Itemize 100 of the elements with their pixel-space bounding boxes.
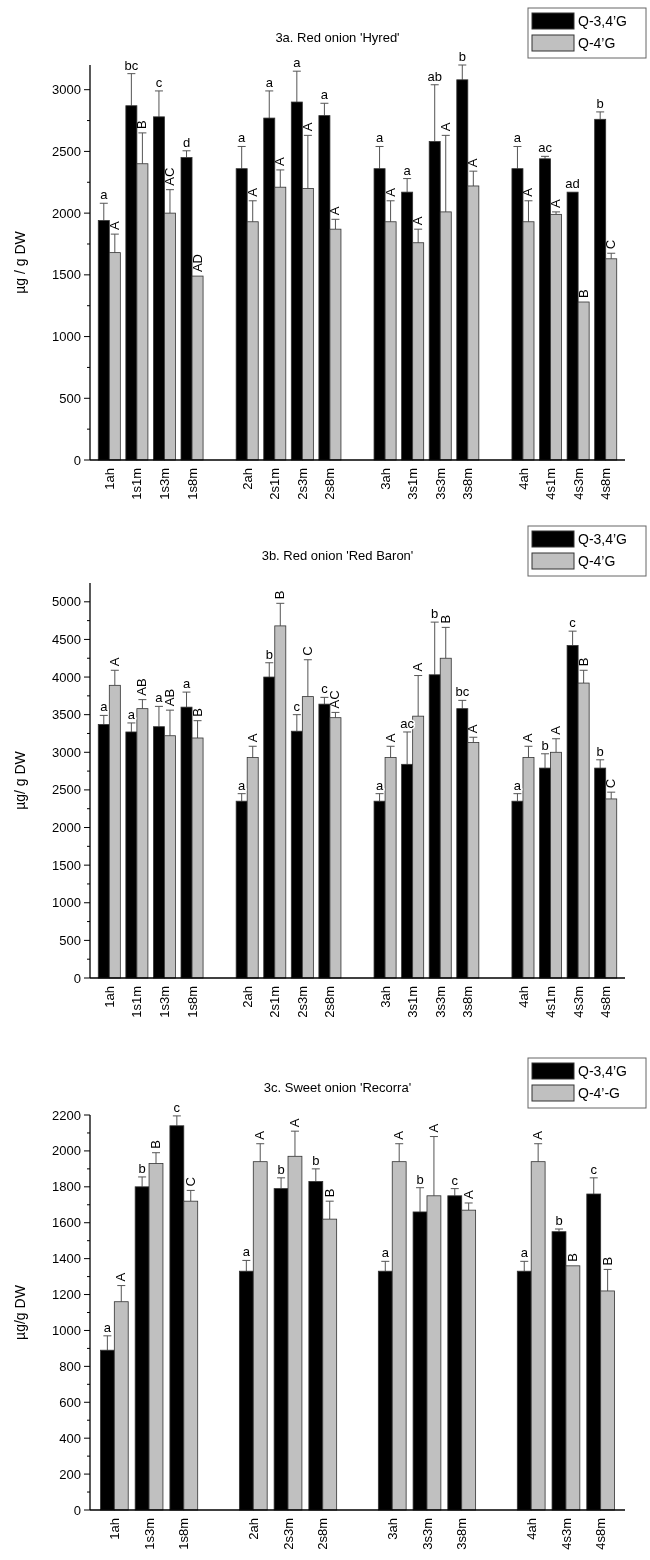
y-tick-label: 3500 — [52, 707, 81, 723]
x-tick-label: 4ah — [515, 468, 531, 490]
annotation: B — [134, 120, 150, 129]
y-tick-label: 500 — [59, 932, 81, 948]
annotation: AD — [189, 254, 205, 273]
annotation: a — [100, 699, 109, 715]
annotation: A — [548, 198, 564, 208]
y-tick-label: 1000 — [52, 895, 81, 911]
x-tick-label: 1ah — [101, 468, 117, 490]
y-tick-label: 3000 — [52, 82, 81, 98]
annotation: b — [555, 1213, 563, 1229]
x-tick-label: 1s8m — [184, 468, 200, 500]
x-tick-label: 3s8m — [460, 468, 476, 500]
annotation: B — [575, 657, 591, 667]
annotation: A — [106, 221, 122, 231]
x-tick-label: 3ah — [377, 986, 393, 1008]
y-tick-label: 2500 — [52, 782, 81, 798]
x-tick-label: 3s1m — [405, 468, 421, 500]
annotation: B — [599, 1256, 615, 1266]
annotation: b — [277, 1161, 285, 1177]
annotation: A — [465, 724, 481, 734]
y-tick-label: 1500 — [52, 267, 81, 283]
annotation: C — [299, 646, 315, 656]
annotation: c — [590, 1161, 598, 1177]
y-tick-label: 600 — [59, 1394, 81, 1410]
x-tick-label: 2s8m — [322, 468, 338, 500]
annotation: A — [244, 733, 260, 743]
annotation: c — [569, 615, 577, 631]
x-tick-label: 4s8m — [598, 468, 614, 500]
annotation: B — [272, 590, 288, 600]
x-tick-label: 4s1m — [543, 468, 559, 500]
annotation: a — [242, 1244, 251, 1260]
annotation: A — [410, 216, 426, 226]
annotation: B — [564, 1253, 580, 1262]
annotation: a — [100, 187, 109, 203]
annotation: c — [155, 74, 163, 90]
annotation: C — [603, 778, 619, 789]
annotation: a — [403, 162, 412, 178]
x-tick-label: 2s3m — [294, 986, 310, 1018]
annotation: A — [520, 733, 536, 743]
y-tick-label: 1400 — [52, 1251, 81, 1267]
annotation: AB — [134, 678, 150, 696]
annotation: A — [548, 725, 564, 735]
x-tick-label: 1s1m — [129, 468, 145, 500]
y-tick-label: 0 — [73, 1502, 81, 1518]
annotation: A — [327, 206, 343, 216]
y-tick-label: 2000 — [52, 820, 81, 836]
y-tick-label: 3000 — [52, 744, 81, 760]
annotation: A — [391, 1130, 407, 1140]
annotation: a — [155, 690, 164, 706]
y-tick-label: 0 — [73, 452, 81, 468]
y-tick-label: 1000 — [52, 329, 81, 345]
y-tick-label: 200 — [59, 1466, 81, 1482]
y-tick-label: 0 — [73, 970, 81, 986]
y-tick-label: 1500 — [52, 857, 81, 873]
y-tick-label: 4500 — [52, 631, 81, 647]
chart-title: 3c. Sweet onion 'Recorra' — [263, 1080, 412, 1095]
y-tick-label: 2000 — [52, 1143, 81, 1159]
x-tick-label: 3s3m — [432, 468, 448, 500]
y-tick-label: 2000 — [52, 205, 81, 221]
x-tick-label: 4s1m — [543, 986, 559, 1018]
annotation: c — [451, 1172, 459, 1188]
annotation: AC — [161, 167, 177, 186]
x-tick-label: 2s1m — [267, 986, 283, 1018]
legend-label: Q-4’G — [578, 552, 616, 569]
legend-label: Q-3,4’G — [578, 12, 628, 29]
x-tick-label: 4s3m — [570, 986, 586, 1018]
x-tick-label: 2ah — [239, 986, 255, 1008]
annotation: A — [437, 122, 453, 132]
annotation: A — [530, 1130, 546, 1140]
annotation: a — [513, 777, 522, 793]
annotation: ad — [565, 176, 580, 192]
x-tick-label: 1s3m — [141, 1518, 157, 1550]
y-tick-label: 4000 — [52, 669, 81, 685]
x-tick-label: 2s1m — [267, 468, 283, 500]
annotation: b — [138, 1160, 146, 1176]
annotation: B — [189, 708, 205, 717]
y-tick-label: 800 — [59, 1358, 81, 1374]
annotation: B — [148, 1140, 164, 1149]
legend-label: Q-4’-G — [578, 1084, 620, 1101]
annotation: A — [460, 1189, 476, 1199]
annotation: C — [182, 1177, 198, 1187]
legend-label: Q-3,4’G — [578, 1062, 628, 1079]
annotation: AC — [327, 690, 343, 709]
annotation: A — [106, 657, 122, 667]
x-tick-label: 4s8m — [593, 1518, 609, 1550]
annotation: A — [465, 158, 481, 168]
annotation: a — [182, 676, 191, 692]
annotation: A — [520, 187, 536, 197]
y-axis-title: µg/g DW — [12, 1284, 28, 1340]
annotation: bc — [124, 57, 139, 73]
y-axis-title: µg / g DW — [12, 230, 28, 294]
y-tick-label: 1200 — [52, 1287, 81, 1303]
annotation: a — [320, 87, 329, 103]
annotation: A — [252, 1130, 268, 1140]
annotation: A — [425, 1123, 441, 1133]
x-tick-label: 2s3m — [294, 468, 310, 500]
annotation: a — [238, 130, 247, 146]
annotation: b — [265, 646, 273, 662]
x-tick-label: 1s8m — [184, 986, 200, 1018]
